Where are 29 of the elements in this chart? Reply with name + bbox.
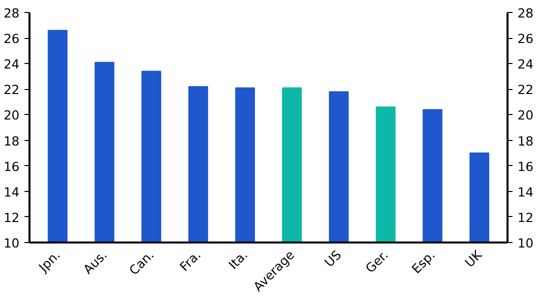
y-tick-label: 28 xyxy=(4,6,20,20)
y2-tick-label: 28 xyxy=(518,6,534,20)
y2-tick-label: 16 xyxy=(518,158,534,174)
y-tick-label: 22 xyxy=(4,82,20,98)
y2-tick-label: 10 xyxy=(518,236,534,250)
y-tick-label: 10 xyxy=(4,236,20,250)
y-tick-label: 12 xyxy=(4,210,20,225)
y2-tick-label: 12 xyxy=(518,210,534,225)
y2-tick-label: 20 xyxy=(518,108,534,123)
y-tick-label: 16 xyxy=(4,158,20,174)
x-tick-label: US xyxy=(321,247,344,270)
y-tick-label: 20 xyxy=(4,108,20,123)
y-tick-label: 26 xyxy=(4,31,20,46)
x-tick-label: UK xyxy=(462,246,486,270)
y-tick-label: 14 xyxy=(4,184,20,200)
x-tick-label: Aus. xyxy=(80,247,110,277)
x-tick-label: Jpn. xyxy=(34,247,63,276)
y2-tick-label: 22 xyxy=(518,82,534,98)
y2-tick-label: 26 xyxy=(518,31,534,46)
y2-tick-label: 24 xyxy=(518,56,534,72)
x-tick-label: Esp. xyxy=(408,247,438,276)
x-tick-label: Fra. xyxy=(176,247,204,274)
y-tick-label: 24 xyxy=(4,56,20,72)
y2-tick-label: 14 xyxy=(518,184,534,200)
x-tick-label: Can. xyxy=(126,247,157,278)
x-tick-label: Ger. xyxy=(362,247,391,276)
y-tick-label: 18 xyxy=(4,133,20,148)
y2-tick-label: 18 xyxy=(518,133,534,148)
x-tick-label: Ita. xyxy=(225,247,250,272)
